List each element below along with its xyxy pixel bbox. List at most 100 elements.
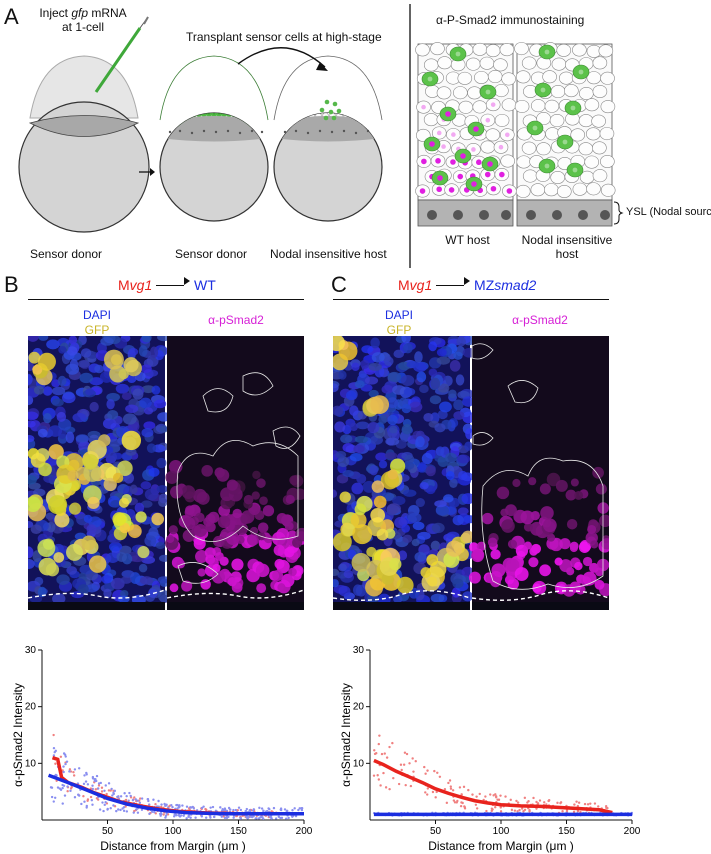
scatter-point <box>284 817 288 820</box>
psmad-nucleus <box>285 494 295 505</box>
gfp-cell <box>389 558 402 571</box>
psmad-nucleus <box>231 558 244 571</box>
scatter-point <box>436 771 439 775</box>
gfp-cell <box>37 352 56 371</box>
psmad-nucleus <box>570 478 579 487</box>
scatter-point <box>204 816 208 819</box>
y-tick-label: 30 <box>353 645 365 656</box>
cell-outline <box>467 86 482 100</box>
cell-outline <box>437 56 452 70</box>
scatter-point <box>556 801 559 805</box>
scatter-point <box>426 787 430 790</box>
x-tick-label: 200 <box>296 826 313 837</box>
psmad-nucleus <box>441 144 446 149</box>
psmad-nucleus <box>204 547 216 559</box>
psmad-nucleus <box>195 550 208 563</box>
scatter-point <box>237 806 241 809</box>
gfp-cell <box>118 368 129 380</box>
scatter-point <box>475 807 479 810</box>
scatter-point <box>194 816 197 819</box>
psmad-nucleus <box>485 117 491 123</box>
gfp-cell <box>67 470 79 482</box>
cell-outline <box>578 114 594 128</box>
gfp-cell <box>66 543 83 561</box>
scatter-point <box>123 792 126 795</box>
scatter-point <box>176 803 179 807</box>
nodal-host-cells <box>514 42 616 227</box>
psmad-nucleus <box>504 132 510 138</box>
scatter-point <box>254 817 257 820</box>
cell-outline <box>600 183 616 197</box>
scatter-point <box>458 786 462 789</box>
scatter-point <box>157 799 160 803</box>
psmad-nucleus <box>582 556 593 567</box>
gfp-cell <box>103 349 124 370</box>
psmad-nucleus <box>212 535 225 548</box>
scatter-point <box>459 804 463 808</box>
scatter-point <box>287 816 290 820</box>
scatter-point <box>456 799 459 803</box>
scatter-point <box>178 805 181 808</box>
scatter-point <box>583 802 587 806</box>
gfp-cell <box>461 530 475 544</box>
scatter-point <box>86 783 90 786</box>
panel-c-chart: 50 100 150 200 10 20 30 Distance from Margin (μ… <box>339 645 641 853</box>
psmad-nucleus <box>257 522 269 533</box>
scatter-point <box>229 808 232 811</box>
scatter-point <box>462 785 466 789</box>
psmad-nucleus <box>284 521 294 531</box>
scatter-point <box>69 789 72 793</box>
scatter-point <box>515 799 518 803</box>
scatter-point <box>460 801 463 804</box>
arrow-c <box>436 273 471 289</box>
psmad-nucleus <box>491 563 506 578</box>
y-tick-label: 20 <box>353 702 365 713</box>
scatter-point <box>91 784 94 787</box>
cell-outline <box>584 155 600 169</box>
gfp-cell <box>121 430 142 451</box>
psmad-nucleus <box>496 486 510 500</box>
scatter-point <box>101 801 104 804</box>
scatter-point <box>559 801 562 805</box>
scatter-point <box>182 814 185 817</box>
scatter-point <box>91 803 94 806</box>
scatter-point <box>397 782 401 786</box>
gfp-cell <box>82 454 99 470</box>
gfp-cell <box>354 503 367 516</box>
scatter-point <box>443 787 447 791</box>
margin-line <box>333 590 471 601</box>
scatter-point <box>518 808 521 812</box>
psmad-nucleus <box>471 147 476 152</box>
scatter-point <box>64 755 67 758</box>
scatter-point <box>460 793 463 796</box>
psmad-nucleus <box>276 512 288 524</box>
psmad-nucleus <box>168 525 178 535</box>
scatter-point <box>426 793 429 796</box>
scatter-point <box>510 808 514 812</box>
cell-outline <box>592 141 607 155</box>
psmad-nucleus <box>490 576 501 588</box>
cell-outline <box>598 44 614 58</box>
scatter-point <box>270 817 273 820</box>
scatter-point <box>291 809 294 812</box>
scatter-point <box>102 809 105 813</box>
scatter-point <box>66 789 69 793</box>
psmad-nucleus <box>289 475 300 486</box>
y-tick-label: 10 <box>25 758 37 769</box>
gfp-cell <box>68 479 81 492</box>
scatter-point <box>283 808 287 811</box>
inject-line2: at 1-cell <box>61 20 105 34</box>
cell-outline <box>556 43 572 57</box>
scatter-point <box>119 808 122 812</box>
scatter-point <box>606 806 609 810</box>
cell-outline <box>579 86 594 100</box>
scatter-point <box>131 798 135 802</box>
psmad-nucleus <box>249 526 259 536</box>
ysl-nucleus <box>427 210 437 220</box>
gfp-cell <box>103 477 117 492</box>
psmad-nucleus <box>468 571 481 584</box>
psmad-nucleus <box>166 534 175 544</box>
scatter-point <box>185 817 188 820</box>
scatter-point <box>400 768 403 772</box>
scatter-point <box>62 765 65 768</box>
